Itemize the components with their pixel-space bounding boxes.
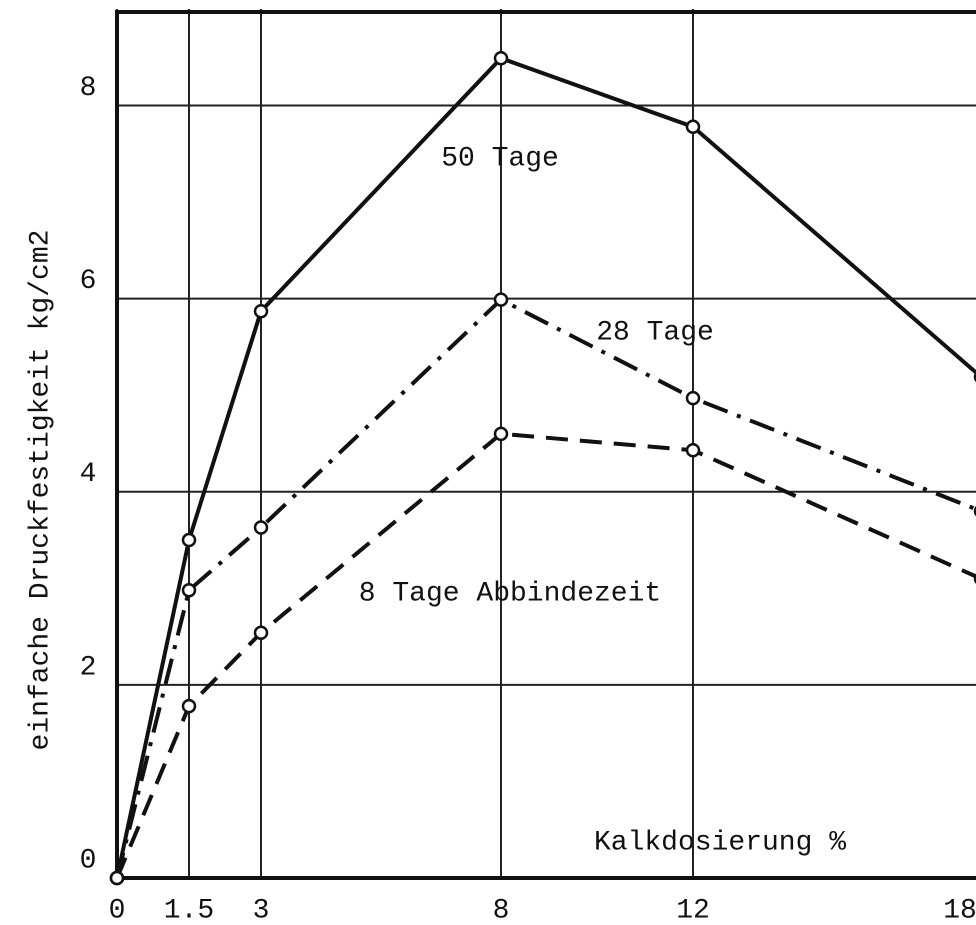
data-point <box>685 119 701 135</box>
y-tick-label: 8 <box>80 73 97 104</box>
series-line <box>115 297 976 879</box>
x-tick-label: 0 <box>109 895 126 925</box>
series-label: 8 Tage Abbindezeit <box>359 578 661 609</box>
y-axis-label: einfache Druckfestigkeit kg/cm2 <box>25 230 56 751</box>
data-point <box>181 532 197 548</box>
series-label: 28 Tage <box>596 317 714 348</box>
data-point <box>253 303 269 319</box>
series-label: 50 Tage <box>441 143 559 174</box>
plot-frame <box>115 10 976 880</box>
y-tick-label: 4 <box>80 459 97 490</box>
data-point <box>253 520 269 535</box>
data-point <box>181 583 197 598</box>
series-line <box>115 431 976 879</box>
data-point <box>685 443 701 458</box>
data-point <box>253 625 269 640</box>
x-tick-label: 8 <box>493 895 510 925</box>
data-point <box>181 698 197 714</box>
y-tick-label: 0 <box>80 845 97 876</box>
y-tick-label: 2 <box>80 652 97 683</box>
x-axis-label: Kalkdosierung % <box>594 827 846 858</box>
data-point <box>493 50 509 66</box>
y-tick-label: 6 <box>80 266 97 297</box>
series-line <box>115 55 976 879</box>
x-tick-label: 18 <box>943 895 976 925</box>
data-point <box>685 390 701 406</box>
data-point <box>493 426 509 442</box>
x-tick-label: 1.5 <box>164 895 214 925</box>
x-tick-label: 12 <box>676 895 710 925</box>
x-tick-label: 3 <box>253 895 270 925</box>
data-point <box>493 292 509 307</box>
data-point <box>109 870 125 886</box>
